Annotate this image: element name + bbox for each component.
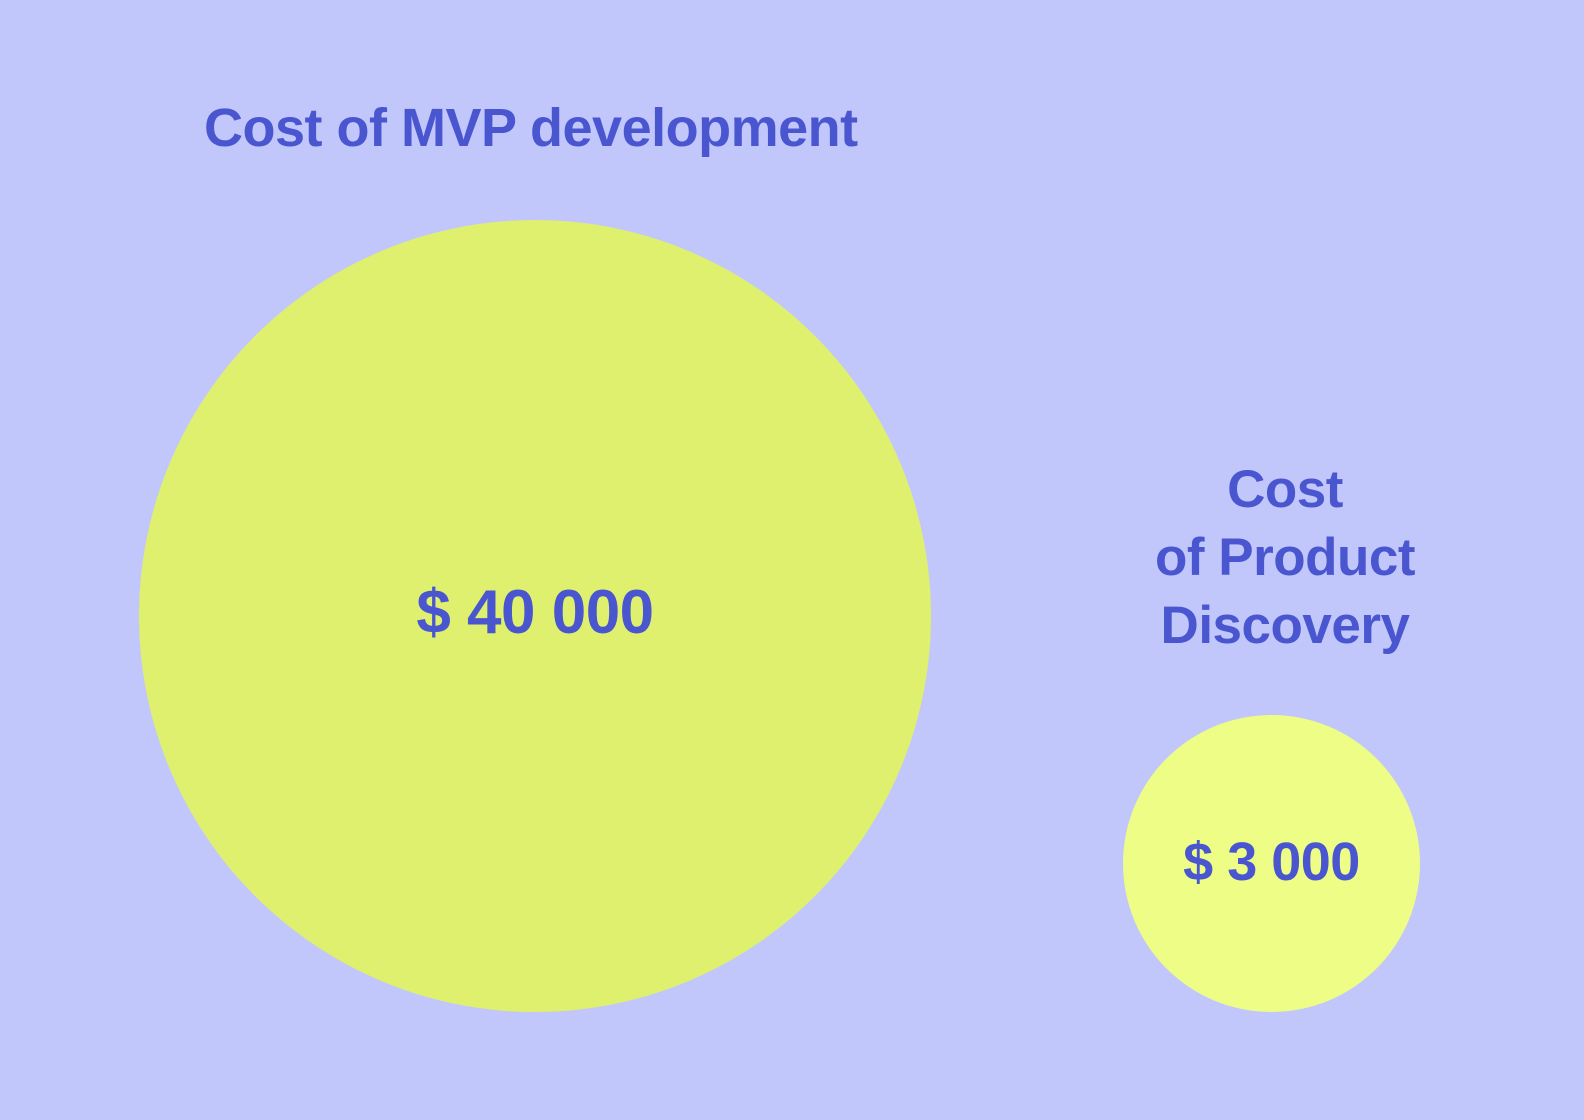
discovery-title-line: Discovery: [1160, 596, 1410, 655]
discovery-cost-circle: $ 3 000: [1123, 715, 1420, 1012]
discovery-title-line: of Product: [1155, 528, 1415, 587]
discovery-cost-title: Cost of Product Discovery: [1120, 456, 1450, 660]
mvp-cost-amount: $ 40 000: [416, 578, 654, 647]
mvp-cost-circle: $ 40 000: [139, 220, 931, 1012]
mvp-cost-title: Cost of MVP development: [204, 98, 858, 158]
discovery-cost-amount: $ 3 000: [1183, 831, 1360, 892]
discovery-title-line: Cost: [1227, 460, 1343, 519]
